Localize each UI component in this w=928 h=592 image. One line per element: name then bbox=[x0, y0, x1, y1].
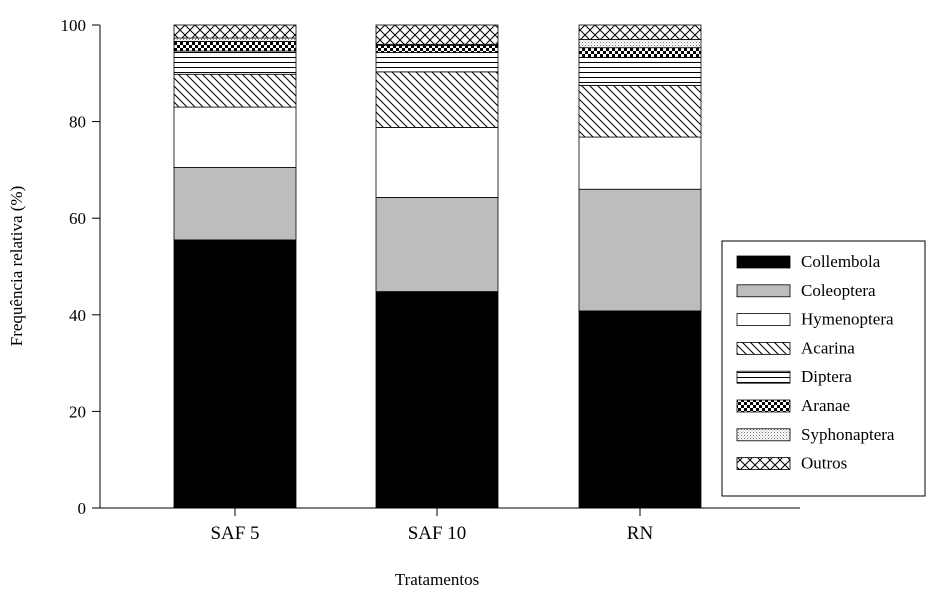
legend-label-diptera: Diptera bbox=[801, 367, 852, 386]
bar-segment-acarina bbox=[578, 84, 702, 138]
bar-segment-syphonaptera bbox=[173, 37, 297, 42]
bar-segment-coleoptera bbox=[173, 167, 297, 241]
legend-swatch-hymenoptera bbox=[736, 313, 791, 327]
x-tick-label: SAF 5 bbox=[210, 523, 259, 544]
legend-swatch-collembola bbox=[736, 255, 791, 269]
labels-group: Frequência relativa (%) Tratamentos bbox=[7, 186, 479, 589]
bar-segment-acarina bbox=[375, 71, 499, 128]
bar-segment-aranae bbox=[578, 47, 702, 58]
bar-segment-syphonaptera bbox=[578, 39, 702, 49]
bar-segment-diptera bbox=[173, 50, 297, 75]
legend-label-outros: Outros bbox=[801, 454, 847, 473]
legend-label-acarina: Acarina bbox=[801, 338, 855, 357]
legend-label-hymenoptera: Hymenoptera bbox=[801, 310, 894, 329]
legend-label-syphonaptera: Syphonaptera bbox=[801, 425, 895, 444]
bar-segment-acarina bbox=[173, 73, 297, 108]
bar-segment-diptera bbox=[578, 56, 702, 86]
legend-swatch-syphonaptera bbox=[736, 428, 791, 442]
legend-label-collembola: Collembola bbox=[801, 252, 881, 271]
bar-segment-coleoptera bbox=[375, 197, 499, 293]
bars-group bbox=[173, 24, 702, 509]
x-tick-label: SAF 10 bbox=[408, 523, 467, 544]
bar-segment-hymenoptera bbox=[375, 126, 499, 198]
bar-segment-aranae bbox=[173, 41, 297, 52]
y-tick-label: 40 bbox=[69, 306, 86, 325]
legend-swatch-diptera bbox=[736, 370, 791, 384]
x-axis-label: Tratamentos bbox=[395, 570, 479, 589]
y-tick-label: 0 bbox=[78, 499, 87, 518]
bar-segment-outros bbox=[173, 24, 297, 39]
y-axis-label: Frequência relativa (%) bbox=[7, 186, 26, 346]
legend-swatch-aranae bbox=[736, 399, 791, 413]
bar-segment-diptera bbox=[375, 52, 499, 73]
legend-label-aranae: Aranae bbox=[801, 396, 850, 415]
legend-label-coleoptera: Coleoptera bbox=[801, 281, 876, 300]
bar-segment-hymenoptera bbox=[578, 136, 702, 190]
bar-segment-outros bbox=[375, 24, 499, 45]
y-tick-label: 80 bbox=[69, 113, 86, 132]
legend-swatch-coleoptera bbox=[736, 284, 791, 298]
bar-segment-outros bbox=[578, 24, 702, 40]
x-tick-label: RN bbox=[627, 523, 654, 544]
legend-box bbox=[721, 240, 926, 497]
bar-segment-collembola bbox=[173, 239, 297, 509]
bar-segment-aranae bbox=[375, 44, 499, 53]
y-tick-label: 100 bbox=[61, 16, 87, 35]
y-tick-label: 60 bbox=[69, 209, 86, 228]
legend-swatch-acarina bbox=[736, 341, 791, 355]
legend-swatch-outros bbox=[736, 457, 791, 471]
bar-segment-hymenoptera bbox=[173, 106, 297, 168]
bar-segment-collembola bbox=[578, 310, 702, 509]
y-tick-label: 20 bbox=[69, 402, 86, 421]
bar-segment-coleoptera bbox=[578, 188, 702, 312]
axes: 0 20 40 60 80 100 SAF 5 SAF 10 RN bbox=[61, 16, 800, 544]
bar-segment-collembola bbox=[375, 291, 499, 509]
legend: Collembola Coleoptera Hymenoptera Acarina Di… bbox=[721, 240, 926, 497]
